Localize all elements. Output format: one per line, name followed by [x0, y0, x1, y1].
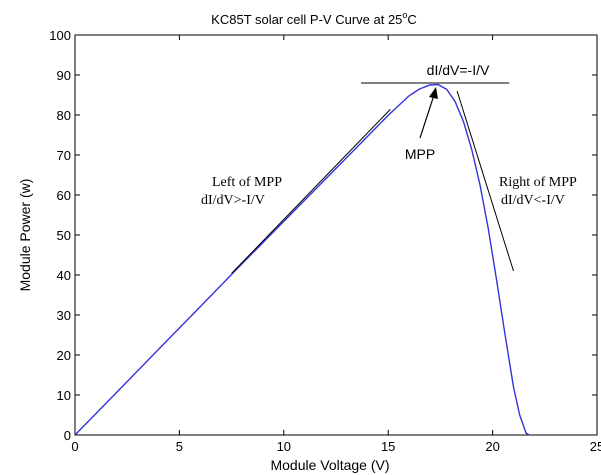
annotation-tangent-equation: dI/dV=-I/V — [427, 62, 490, 78]
x-tick-label: 20 — [485, 439, 499, 454]
y-tick-label: 30 — [57, 308, 71, 323]
y-axis-label: Module Power (w) — [17, 179, 33, 292]
y-tick-label: 100 — [49, 28, 71, 43]
x-tick-label: 15 — [381, 439, 395, 454]
annotation-right-equation: dI/dV<-I/V — [501, 193, 565, 208]
x-tick-label: 0 — [71, 439, 78, 454]
y-tick-label: 10 — [57, 388, 71, 403]
pv-curve-line — [74, 83, 530, 436]
y-tick-label: 20 — [57, 348, 71, 363]
tangent-line-left — [231, 109, 391, 274]
annotation-right-title: Right of MPP — [499, 175, 577, 190]
y-tick-label: 70 — [57, 148, 71, 163]
y-tick-label: 60 — [57, 188, 71, 203]
y-tick-label: 50 — [57, 228, 71, 243]
y-tick-label: 40 — [57, 268, 71, 283]
y-tick-label: 90 — [57, 68, 71, 83]
series-group — [74, 83, 530, 436]
annotation-left-title: Left of MPP — [212, 175, 282, 190]
mpp-arrow-shaft — [419, 94, 435, 139]
chart-title: KC85T solar cell P-V Curve at 25oC — [211, 10, 417, 27]
x-tick-label: 10 — [277, 439, 291, 454]
x-axis-label: Module Voltage (V) — [270, 457, 389, 473]
mpp-arrow-head — [429, 87, 438, 99]
tangent-group — [231, 82, 514, 274]
x-tick-label: 25 — [590, 439, 601, 454]
y-tick-label: 0 — [64, 428, 71, 443]
y-tick-label: 80 — [57, 108, 71, 123]
annotation-left-equation: dI/dV>-I/V — [201, 193, 265, 208]
annotation-mpp-label: MPP — [405, 146, 435, 162]
tangent-line-right — [456, 90, 514, 272]
x-tick-label: 5 — [176, 439, 183, 454]
tick-group: 0 5 10 15 20 25 0 10 20 30 40 50 60 70 80 90 100 — [49, 28, 601, 454]
